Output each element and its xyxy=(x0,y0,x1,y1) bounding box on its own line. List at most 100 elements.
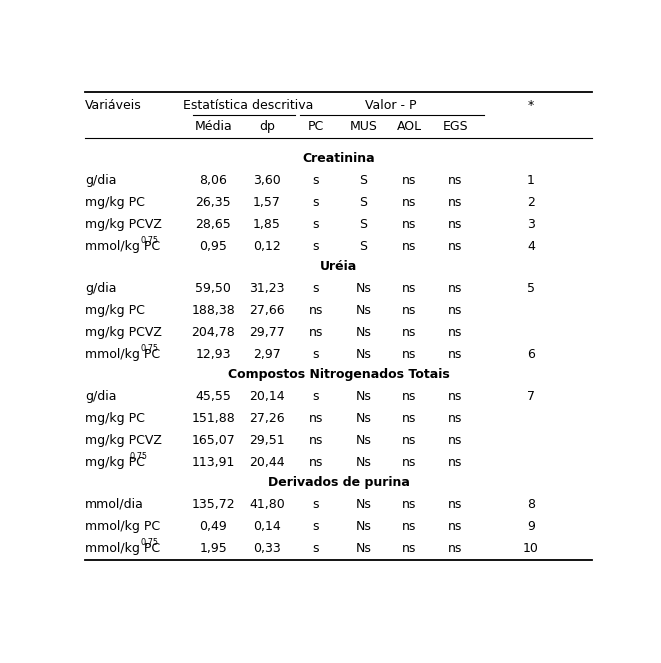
Text: mmol/kg PC: mmol/kg PC xyxy=(85,240,161,253)
Text: mg/kg PCVZ: mg/kg PCVZ xyxy=(85,217,162,231)
Text: Ns: Ns xyxy=(356,455,371,469)
Text: EGS: EGS xyxy=(443,120,469,133)
Text: ns: ns xyxy=(448,174,463,187)
Text: mmol/kg PC: mmol/kg PC xyxy=(85,520,161,533)
Text: Média: Média xyxy=(194,120,232,133)
Text: ns: ns xyxy=(403,542,416,555)
Text: 31,23: 31,23 xyxy=(249,282,285,295)
Text: g/dia: g/dia xyxy=(85,174,117,187)
Text: ns: ns xyxy=(403,282,416,295)
Text: Ns: Ns xyxy=(356,434,371,447)
Text: 7: 7 xyxy=(527,390,535,403)
Text: ns: ns xyxy=(403,434,416,447)
Text: 113,91: 113,91 xyxy=(192,455,235,469)
Text: g/dia: g/dia xyxy=(85,282,117,295)
Text: mg/kg PC: mg/kg PC xyxy=(85,304,145,317)
Text: ns: ns xyxy=(403,217,416,231)
Text: Ns: Ns xyxy=(356,282,371,295)
Text: Ns: Ns xyxy=(356,542,371,555)
Text: g/dia: g/dia xyxy=(85,390,117,403)
Text: PC: PC xyxy=(307,120,324,133)
Text: 45,55: 45,55 xyxy=(195,390,231,403)
Text: ns: ns xyxy=(403,498,416,511)
Text: Ns: Ns xyxy=(356,326,371,339)
Text: 188,38: 188,38 xyxy=(192,304,235,317)
Text: 26,35: 26,35 xyxy=(196,196,231,209)
Text: Ns: Ns xyxy=(356,304,371,317)
Text: 0,75: 0,75 xyxy=(141,235,159,245)
Text: 8: 8 xyxy=(527,498,535,511)
Text: S: S xyxy=(360,240,368,253)
Text: ns: ns xyxy=(448,282,463,295)
Text: 3,60: 3,60 xyxy=(253,174,281,187)
Text: 27,66: 27,66 xyxy=(249,304,285,317)
Text: s: s xyxy=(313,520,319,533)
Text: S: S xyxy=(360,174,368,187)
Text: ns: ns xyxy=(309,455,323,469)
Text: s: s xyxy=(313,347,319,361)
Text: 1: 1 xyxy=(527,174,535,187)
Text: Ns: Ns xyxy=(356,498,371,511)
Text: Variáveis: Variáveis xyxy=(85,99,142,112)
Text: 9: 9 xyxy=(527,520,535,533)
Text: S: S xyxy=(360,217,368,231)
Text: mmol/kg PC: mmol/kg PC xyxy=(85,542,161,555)
Text: 1,57: 1,57 xyxy=(253,196,281,209)
Text: ns: ns xyxy=(448,326,463,339)
Text: AOL: AOL xyxy=(397,120,422,133)
Text: 204,78: 204,78 xyxy=(192,326,235,339)
Text: 0,75: 0,75 xyxy=(141,538,159,546)
Text: Ns: Ns xyxy=(356,347,371,361)
Text: S: S xyxy=(360,196,368,209)
Text: 135,72: 135,72 xyxy=(192,498,235,511)
Text: ns: ns xyxy=(309,304,323,317)
Text: 0,12: 0,12 xyxy=(253,240,281,253)
Text: Ns: Ns xyxy=(356,520,371,533)
Text: s: s xyxy=(313,174,319,187)
Text: 8,06: 8,06 xyxy=(200,174,227,187)
Text: 6: 6 xyxy=(527,347,535,361)
Text: ns: ns xyxy=(309,326,323,339)
Text: 29,51: 29,51 xyxy=(249,434,285,447)
Text: mg/kg PC: mg/kg PC xyxy=(85,412,145,425)
Text: Uréia: Uréia xyxy=(320,260,358,273)
Text: mmol/dia: mmol/dia xyxy=(85,498,144,511)
Text: 0,49: 0,49 xyxy=(200,520,227,533)
Text: s: s xyxy=(313,240,319,253)
Text: ns: ns xyxy=(448,196,463,209)
Text: ns: ns xyxy=(448,217,463,231)
Text: ns: ns xyxy=(448,390,463,403)
Text: 20,44: 20,44 xyxy=(249,455,285,469)
Text: 28,65: 28,65 xyxy=(196,217,231,231)
Text: 0,14: 0,14 xyxy=(253,520,281,533)
Text: Valor - P: Valor - P xyxy=(365,99,416,112)
Text: s: s xyxy=(313,390,319,403)
Text: ns: ns xyxy=(403,390,416,403)
Text: 0,75: 0,75 xyxy=(130,452,147,461)
Text: 0,33: 0,33 xyxy=(253,542,281,555)
Text: 3: 3 xyxy=(527,217,535,231)
Text: 0,95: 0,95 xyxy=(200,240,227,253)
Text: ns: ns xyxy=(448,347,463,361)
Text: Compostos Nitrogenados Totais: Compostos Nitrogenados Totais xyxy=(228,368,449,381)
Text: ns: ns xyxy=(448,520,463,533)
Text: mg/kg PC: mg/kg PC xyxy=(85,455,145,469)
Text: ns: ns xyxy=(448,412,463,425)
Text: s: s xyxy=(313,542,319,555)
Text: s: s xyxy=(313,498,319,511)
Text: 12,93: 12,93 xyxy=(196,347,231,361)
Text: ns: ns xyxy=(448,542,463,555)
Text: 29,77: 29,77 xyxy=(249,326,285,339)
Text: ns: ns xyxy=(309,412,323,425)
Text: Estatística descritiva: Estatística descritiva xyxy=(182,99,313,112)
Text: 20,14: 20,14 xyxy=(249,390,285,403)
Text: mg/kg PC: mg/kg PC xyxy=(85,196,145,209)
Text: ns: ns xyxy=(403,412,416,425)
Text: MUS: MUS xyxy=(350,120,377,133)
Text: Creatinina: Creatinina xyxy=(303,152,375,165)
Text: ns: ns xyxy=(448,498,463,511)
Text: 151,88: 151,88 xyxy=(192,412,235,425)
Text: mg/kg PCVZ: mg/kg PCVZ xyxy=(85,434,162,447)
Text: 2,97: 2,97 xyxy=(253,347,281,361)
Text: 165,07: 165,07 xyxy=(192,434,235,447)
